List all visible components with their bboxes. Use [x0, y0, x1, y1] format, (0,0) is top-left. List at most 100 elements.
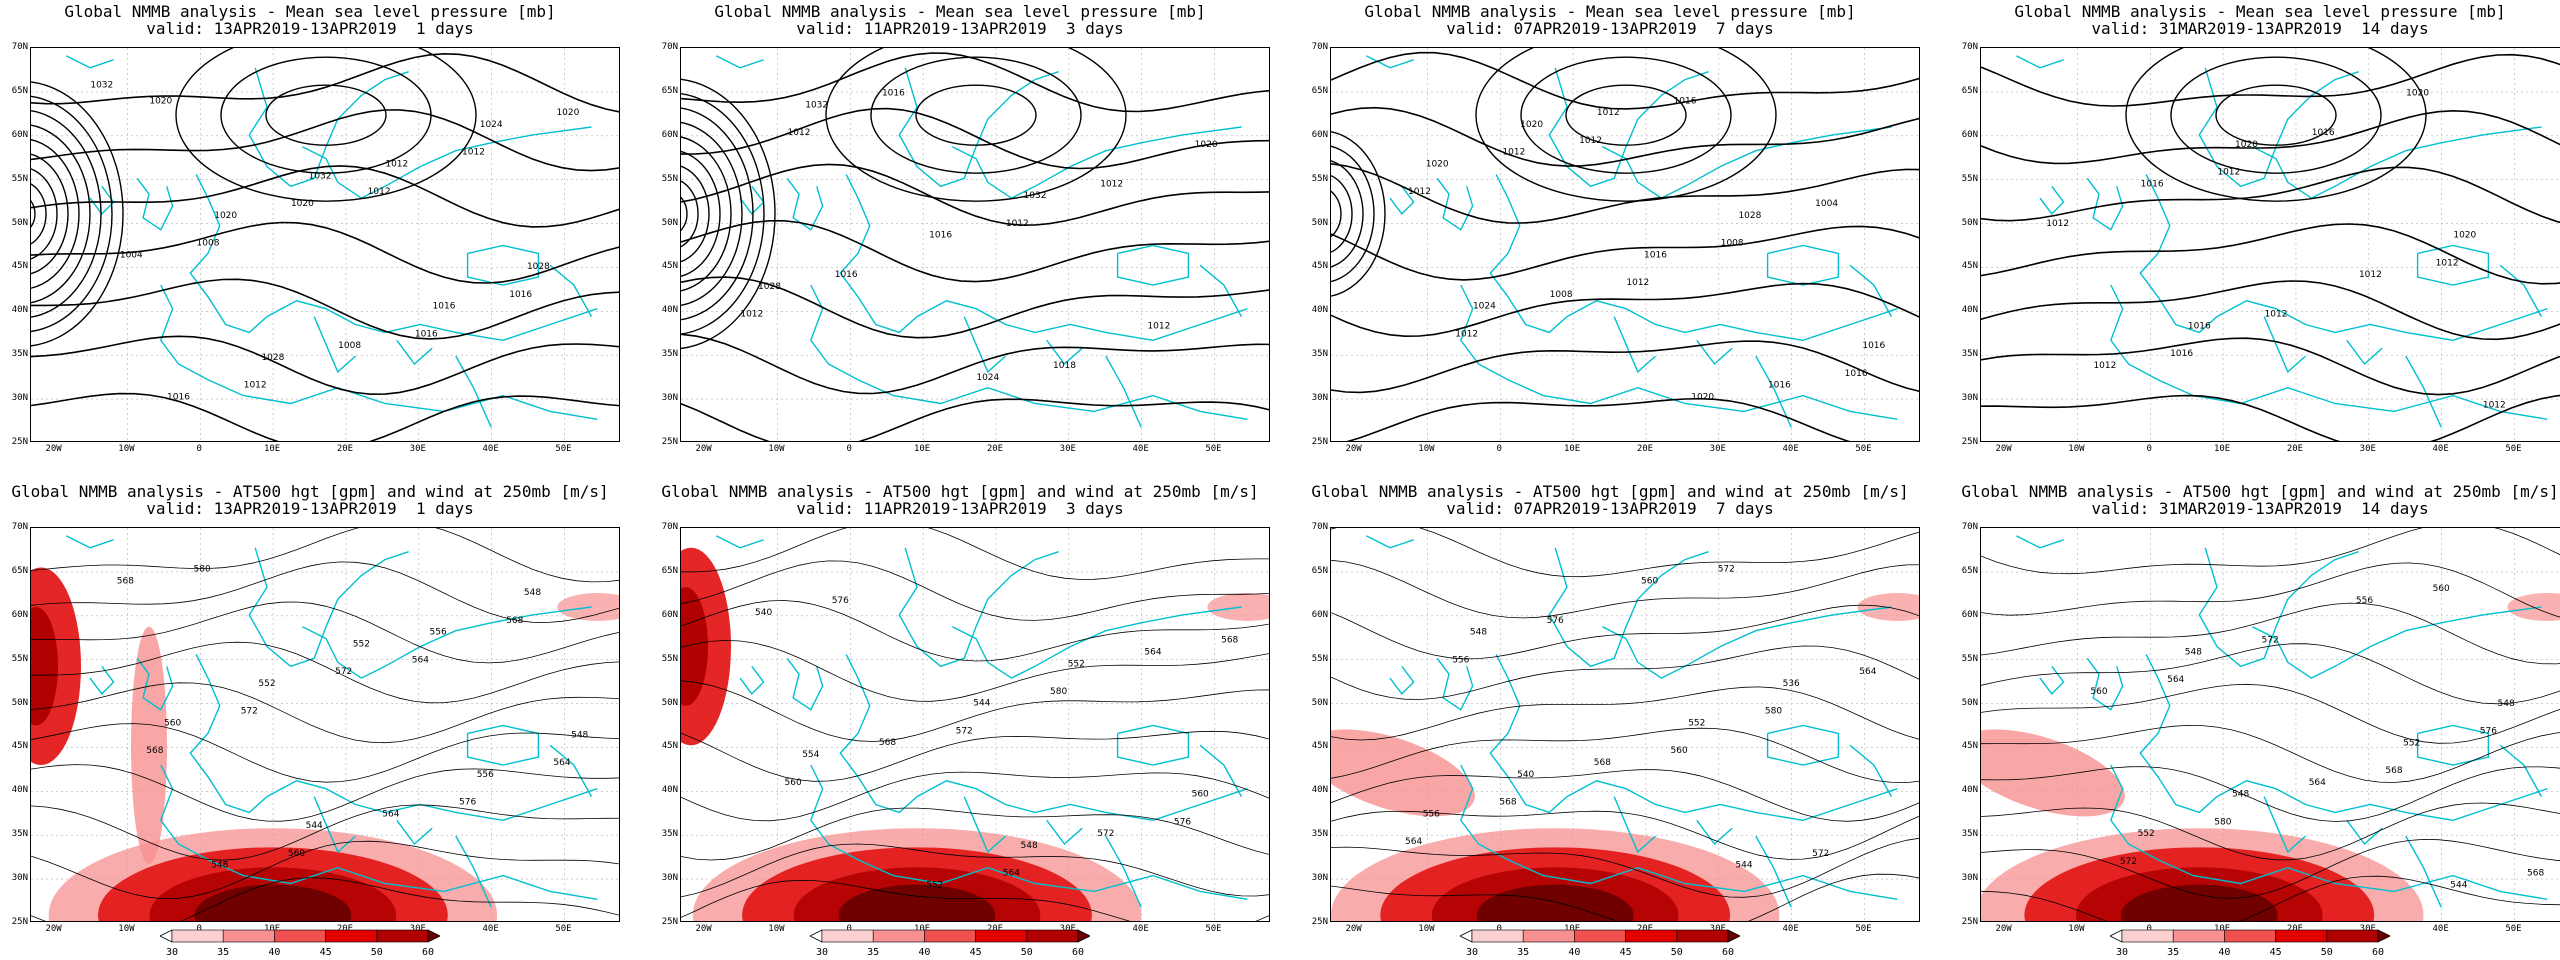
height-contour	[681, 730, 1269, 782]
contour-label: 552	[2138, 829, 2155, 839]
height-contour	[1981, 802, 2560, 861]
isobar-label: 1020	[291, 199, 314, 209]
isobar-label: 1020	[1195, 140, 1218, 150]
isobar	[1346, 397, 1851, 441]
contour-label: 560	[2433, 584, 2450, 594]
contour-label: 576	[459, 798, 476, 808]
height-contour	[31, 723, 619, 783]
height-contour	[1331, 645, 1919, 700]
wind-speed-shading	[31, 567, 619, 921]
colorbar-segment	[1471, 929, 1524, 943]
latitude-tick-label: 50N	[661, 697, 678, 708]
contour-label: 552	[258, 679, 275, 689]
contour-label: 552	[1688, 719, 1705, 729]
contour-label: 580	[2214, 817, 2231, 827]
latitude-tick-label: 50N	[1311, 217, 1328, 228]
map-svg: 1020 1020 1016 1020 1016 1012 1012 1016 1012 1012…	[1981, 48, 2560, 441]
latitude-tick-label: 60N	[1961, 129, 1978, 140]
colorbar-tick-label: 30	[2115, 947, 2129, 958]
wind-speed-shading	[1331, 593, 1919, 921]
height-contour	[1981, 602, 2560, 665]
isobar	[1331, 106, 1919, 167]
contour-label: 572	[335, 667, 352, 677]
contour-label: 568	[146, 746, 163, 756]
contour-label: 580	[194, 565, 211, 575]
coastline	[2086, 657, 2124, 711]
latitude-tick-label: 40N	[1961, 785, 1978, 796]
contour-label: 556	[1452, 655, 1469, 665]
contour-label: 556	[1423, 809, 1440, 819]
longitude-tick-label: 50E	[555, 924, 572, 934]
longitude-tick-label: 40E	[2432, 924, 2449, 934]
longitude-tick-label: 30E	[1059, 924, 1076, 934]
latitude-tick-label: 50N	[11, 217, 28, 228]
map-plot: 552 554 548 540 544 560 552 564 568 572 576 580 560 5…	[680, 527, 1270, 922]
height-contour	[1981, 875, 2560, 921]
map-svg: 552 554 548 540 544 560 552 564 568 572 576 580 560 5…	[681, 528, 1269, 921]
longitude-tick-label: 20E	[2286, 924, 2304, 934]
isobar-label: 1008	[197, 239, 220, 249]
isobar-label: 1016	[415, 329, 438, 339]
isobar	[681, 220, 1269, 283]
isobar-label: 1016	[882, 88, 905, 98]
map-svg: 536 540 544 548 552 556 560 564 568 572 576 580 568 5…	[1331, 528, 1919, 921]
isobar	[1331, 282, 1919, 338]
low-pressure-ring	[681, 93, 765, 335]
longitude-tick-label: 20E	[336, 924, 354, 934]
contour-label: 576	[1547, 616, 1564, 626]
contour-label: 548	[2232, 790, 2249, 800]
colorbar-tick-label: 40	[918, 947, 931, 958]
low-pressure-ring	[31, 124, 91, 304]
low-pressure-ring	[681, 121, 743, 306]
coastline	[89, 665, 115, 695]
map-svg: 1032 1032 1028 1024 1020 1016 1012 1016 1012 1016…	[681, 48, 1269, 441]
latitude-tick-label: 25N	[1311, 917, 1328, 927]
isobar-label: 1012	[2265, 310, 2288, 320]
isobar-label: 1016	[2141, 179, 2164, 189]
mslp-panel: Global NMMB analysis - Mean sea level pr…	[650, 0, 1270, 480]
isobar-label: 1016	[1845, 369, 1868, 379]
longitude-tick-label: 10E	[2213, 444, 2231, 454]
latitude-tick-label: 45N	[1961, 741, 1978, 752]
colorbar-segment	[325, 929, 378, 943]
isobar	[1981, 109, 2560, 165]
high-pressure-ring	[870, 56, 1082, 174]
height-contour	[31, 840, 619, 900]
jet-west	[1331, 729, 1475, 817]
contour-label: 572	[1812, 849, 1829, 859]
longitude-tick-label: 20W	[1345, 444, 1362, 454]
latitude-tick-label: 25N	[661, 437, 678, 447]
isobar-label: 1012	[1408, 187, 1431, 197]
panel-title: Global NMMB analysis - Mean sea level pr…	[1364, 2, 1856, 21]
isobar	[31, 335, 619, 396]
isobar-label: 1028	[758, 282, 781, 292]
map-svg: 548 548 544 548 552 552 556 560 564 568 572 576 580 5…	[1981, 528, 2560, 921]
height-contour	[1981, 724, 2560, 783]
isobar-label: 1012	[1147, 322, 1170, 332]
latitude-tick-label: 40N	[1961, 305, 1978, 316]
map-svg: 1020 1028 1024 1020 1020 1016 1016 1012 1004 1008…	[1331, 48, 1919, 441]
coastline	[739, 665, 765, 695]
colorbar-segment	[872, 929, 925, 943]
high-pressure-ring	[1565, 84, 1687, 146]
isobar	[31, 278, 619, 340]
colorbar-segment	[274, 929, 326, 943]
mslp-panel: Global NMMB analysis - Mean sea level pr…	[1950, 0, 2560, 480]
panel-valid-period: valid: 11APR2019-13APR2019 3 days	[796, 499, 1124, 518]
isobar-group	[1981, 48, 2560, 441]
isobar-label: 1012	[368, 187, 391, 197]
coastline	[839, 654, 1248, 822]
latitude-tick-label: 45N	[1961, 261, 1978, 272]
height-contour	[681, 600, 1269, 662]
latitude-tick-label: 70N	[1311, 522, 1328, 532]
latitude-tick-label: 35N	[1961, 829, 1978, 840]
height-contour	[31, 561, 619, 623]
isobar-label: 1008	[338, 341, 361, 351]
longitude-tick-label: 20W	[1995, 924, 2012, 934]
wind-speed-shading	[681, 547, 1269, 921]
isobar	[31, 165, 619, 228]
latitude-tick-label: 30N	[11, 873, 28, 884]
isobar	[1331, 163, 1919, 224]
contour-label: 572	[956, 726, 973, 736]
contour-label: 544	[306, 821, 323, 831]
